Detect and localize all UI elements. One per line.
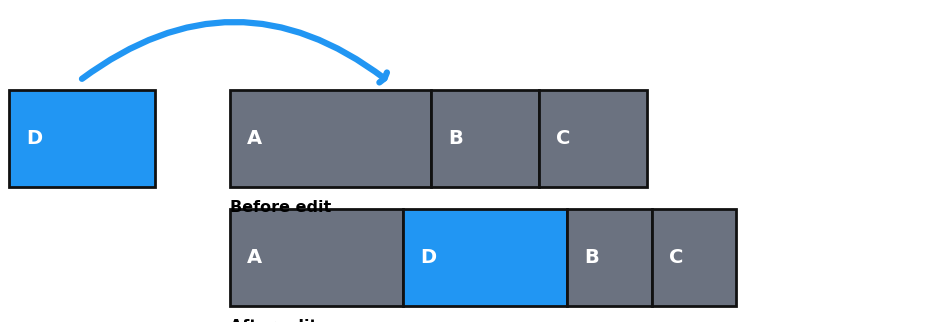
Text: B: B [584, 248, 599, 267]
Text: B: B [448, 129, 463, 148]
Text: D: D [420, 248, 436, 267]
Bar [403, 209, 567, 306]
Text: Before edit: Before edit [230, 200, 331, 215]
Text: After edit: After edit [230, 319, 317, 322]
Text: A: A [247, 248, 262, 267]
Bar [230, 90, 431, 187]
Bar [431, 90, 539, 187]
Text: A: A [247, 129, 262, 148]
Text: C: C [556, 129, 570, 148]
Bar [567, 209, 652, 306]
Bar [9, 90, 155, 187]
Bar [652, 209, 736, 306]
Text: D: D [26, 129, 42, 148]
Bar [230, 209, 403, 306]
Bar [539, 90, 647, 187]
Text: C: C [669, 248, 683, 267]
